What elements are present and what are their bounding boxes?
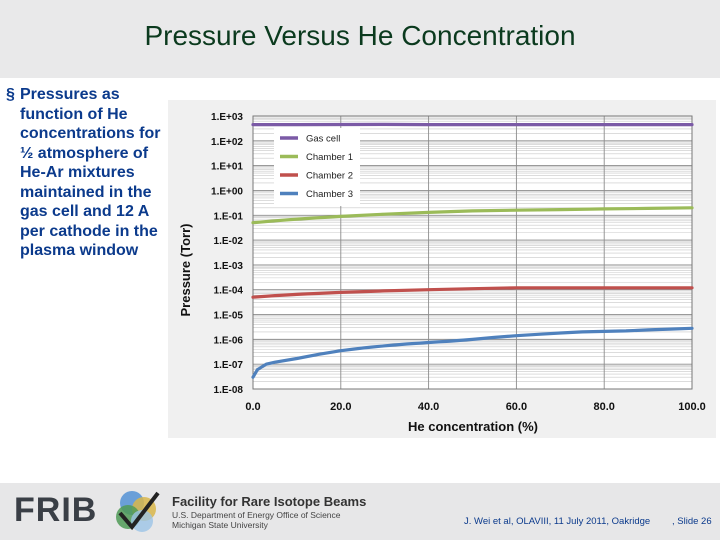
y-tick-label: 1.E-01 [214, 211, 244, 222]
y-tick-label: 1.E-04 [214, 286, 244, 297]
y-tick-label: 1.E+01 [211, 162, 243, 173]
bullet-marker: § [6, 86, 15, 103]
y-tick-label: 1.E-08 [214, 385, 244, 396]
x-tick-label: 60.0 [506, 401, 527, 413]
legend-entry: Chamber 1 [306, 152, 353, 163]
series-line-chamber-2 [251, 286, 694, 299]
bullet-text: Pressures as function of He concentratio… [20, 86, 161, 259]
frib-logo-icon [116, 491, 160, 532]
series-lines [251, 122, 694, 379]
axes: 1.E+03 1.E+02 1.E+01 1.E+00 1.E-01 1.E-02 1.E-… [211, 112, 706, 413]
y-tick-label: 1.E+03 [211, 112, 243, 123]
grid [252, 115, 693, 390]
x-tick-label: 20.0 [330, 401, 351, 413]
plot-border [252, 115, 693, 390]
chart-panel: 1.E+03 1.E+02 1.E+01 1.E+00 1.E-01 1.E-02 1.E-… [168, 100, 716, 438]
y-tick-label: 1.E-05 [214, 311, 244, 322]
page-title: Pressure Versus He Concentration [144, 20, 576, 51]
y-axis-label: Pressure (Torr) [178, 224, 193, 317]
footer-bar [0, 483, 720, 540]
y-tick-label: 1.E-03 [214, 261, 244, 272]
series-line-chamber-3 [251, 326, 694, 379]
x-tick-label: 80.0 [593, 401, 614, 413]
series-line-chamber-1 [251, 206, 694, 225]
y-tick-label: 1.E-06 [214, 335, 244, 346]
legend-entry: Chamber 2 [306, 171, 353, 182]
x-axis-label: He concentration (%) [408, 419, 538, 434]
pressure-chart: 1.E+03 1.E+02 1.E+01 1.E+00 1.E-01 1.E-02 1.E-… [178, 112, 706, 434]
y-tick-label: 1.E+00 [211, 186, 243, 197]
slide-number: , Slide 26 [672, 516, 712, 527]
header-bar [0, 0, 720, 78]
university-name: Michigan State University [172, 520, 268, 530]
y-tick-label: 1.E+02 [211, 137, 243, 148]
citation: J. Wei et al, OLAVIII, 11 July 2011, Oak… [464, 516, 651, 527]
frib-logo-text: FRIB [14, 491, 98, 529]
legend: Gas cell Chamber 1 Chamber 2 Chamber 3 [274, 128, 360, 206]
facility-name: Facility for Rare Isotope Beams [172, 494, 367, 509]
x-tick-label: 40.0 [418, 401, 439, 413]
x-tick-label: 100.0 [678, 401, 706, 413]
doe-office: U.S. Department of Energy Office of Scie… [172, 510, 341, 520]
x-tick-label: 0.0 [245, 401, 260, 413]
y-tick-label: 1.E-02 [214, 236, 244, 247]
y-tick-label: 1.E-07 [214, 360, 244, 371]
legend-entry: Gas cell [306, 134, 340, 145]
legend-entry: Chamber 3 [306, 189, 353, 200]
